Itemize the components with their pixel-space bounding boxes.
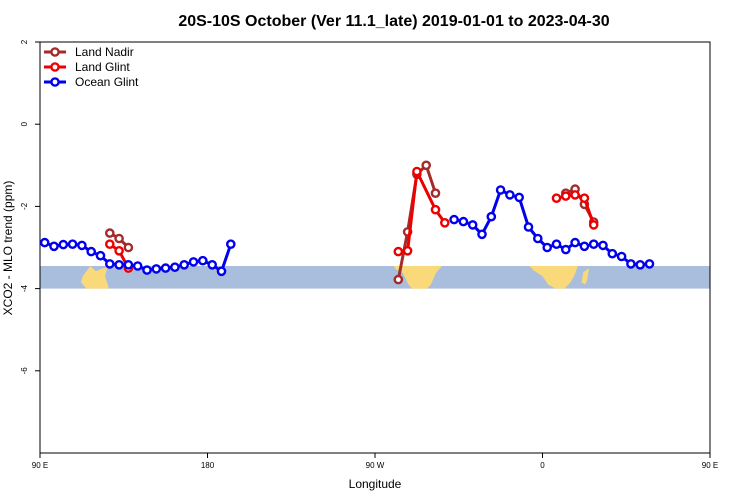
chart-title: 20S-10S October (Ver 11.1_late) 2019-01-… (178, 13, 609, 30)
data-point (160, 263, 171, 273)
data-point (77, 240, 87, 251)
land-shape-2 (393, 266, 442, 289)
data-point (551, 193, 562, 203)
data-point (644, 259, 655, 269)
data-point (393, 274, 404, 285)
data-point (188, 257, 199, 267)
data-point (39, 237, 50, 248)
data-point (393, 246, 404, 257)
data-point (579, 193, 590, 203)
x-axis-label: Longitude (349, 477, 402, 491)
data-point (561, 244, 571, 255)
data-point (225, 239, 236, 249)
data-point (67, 239, 78, 249)
data-point (486, 211, 497, 222)
data-point (421, 160, 432, 171)
data-point (151, 264, 162, 274)
legend-marker (50, 77, 60, 87)
data-point (533, 233, 543, 244)
data-point (598, 240, 608, 251)
data-point (570, 237, 580, 248)
y-axis-label: XCO2 - MLO trend (ppm) (1, 181, 15, 316)
data-point (495, 185, 506, 195)
legend-label: Land Glint (75, 60, 130, 74)
data-point (579, 241, 590, 252)
legend-label: Land Nadir (75, 45, 134, 59)
axes: 90 E 180 90 W 0 90 E 2 0 -2 -4 -6 (20, 39, 718, 470)
data-point (105, 228, 115, 238)
land-ocean-band (40, 265, 710, 289)
data-point (607, 248, 618, 259)
x-tick-label: 90 E (702, 461, 718, 470)
series-line (453, 188, 650, 267)
data-point (477, 229, 487, 240)
series (39, 160, 655, 285)
data-point (430, 188, 441, 198)
plot-frame (39, 41, 711, 454)
data-point (570, 190, 580, 200)
data-point (132, 261, 143, 271)
legend-item-ocean-glint: Ocean Glint (44, 75, 139, 89)
y-tick-label: 0 (20, 121, 29, 126)
data-point (142, 265, 152, 275)
land-shape-1 (80, 266, 109, 289)
data-point (505, 190, 515, 200)
x-tick-label: 90 W (366, 461, 385, 470)
data-point (216, 266, 227, 277)
data-point (430, 204, 441, 215)
y-tick-label: -2 (20, 202, 29, 210)
legend-item-land-nadir: Land Nadir (44, 45, 134, 59)
data-point (170, 262, 180, 273)
data-point (105, 239, 115, 249)
data-point (207, 259, 217, 270)
data-point (179, 259, 189, 270)
data-point (635, 259, 646, 270)
x-tick-label: 0 (540, 461, 545, 470)
data-point (551, 239, 562, 249)
y-tick-label: -4 (20, 284, 29, 292)
legend-marker (50, 47, 60, 57)
x-tick-label: 90 E (32, 461, 48, 470)
x-tick-label: 180 (201, 461, 215, 470)
data-point (402, 245, 413, 256)
data-point (114, 233, 124, 244)
data-point (616, 251, 627, 262)
data-point (412, 166, 422, 177)
legend-marker (50, 62, 60, 72)
data-point (561, 191, 571, 201)
data-point (123, 259, 134, 270)
data-point (105, 259, 115, 269)
data-point (523, 222, 534, 232)
land-shape-4 (581, 268, 589, 285)
data-point (458, 216, 469, 227)
data-point (514, 192, 525, 203)
series-ocean-glint (39, 185, 655, 277)
data-point (123, 242, 134, 253)
data-point (197, 255, 208, 266)
y-tick-label: 2 (20, 39, 29, 44)
data-point (86, 246, 96, 257)
data-point (588, 220, 599, 230)
legend-item-land-glint: Land Glint (44, 60, 130, 74)
data-point (626, 259, 636, 269)
data-point (439, 217, 450, 228)
legend-label: Ocean Glint (75, 75, 139, 89)
data-point (95, 250, 106, 261)
data-point (49, 241, 59, 252)
data-point (114, 245, 124, 256)
land-shape-3 (529, 266, 578, 289)
data-point (467, 220, 478, 230)
data-point (542, 242, 553, 253)
y-tick-label: -6 (20, 367, 29, 375)
data-point (449, 214, 459, 225)
data-point (588, 239, 599, 249)
data-point (58, 239, 69, 250)
data-point (114, 259, 124, 270)
